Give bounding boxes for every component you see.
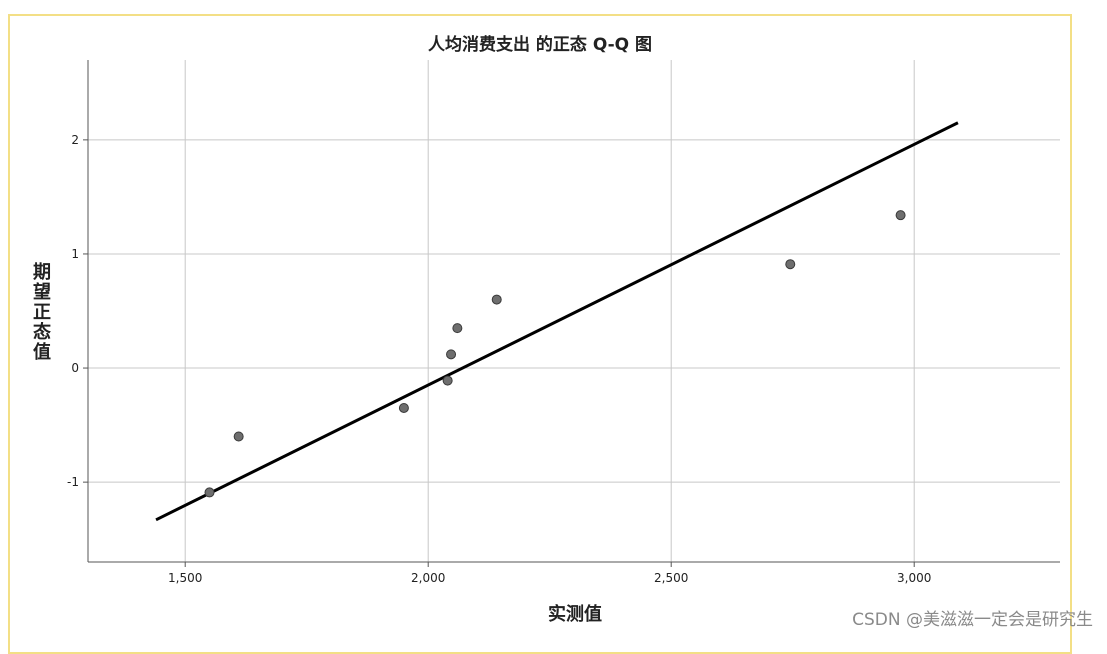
- data-point: [442, 375, 453, 386]
- x-axis-title: 实测值: [548, 603, 602, 625]
- y-tick-label: 1: [71, 247, 79, 261]
- axes: [83, 60, 1060, 567]
- reference-line: [155, 121, 959, 522]
- y-axis-title-char: 态: [33, 321, 51, 343]
- x-tick-label: 3,000: [897, 571, 931, 585]
- y-tick-label: -1: [67, 475, 79, 489]
- expected-normal-line: [155, 121, 959, 522]
- data-point: [452, 323, 463, 334]
- data-point: [204, 487, 215, 498]
- y-axis-title-char: 望: [33, 281, 51, 303]
- y-tick-label: 0: [71, 361, 79, 375]
- chart-title: 人均消费支出 的正态 Q-Q 图: [428, 34, 652, 55]
- data-point: [398, 402, 409, 413]
- tick-labels: 1,500 2,000 2,500 3,000 -1 0 1 2: [67, 133, 931, 585]
- y-axis-title-char: 正: [33, 302, 51, 323]
- data-point: [446, 349, 457, 360]
- x-tick-label: 1,500: [168, 571, 202, 585]
- y-tick-label: 2: [71, 133, 79, 147]
- x-tick-label: 2,000: [411, 571, 445, 585]
- data-point: [785, 259, 796, 270]
- data-point: [491, 294, 502, 305]
- watermark: CSDN @美滋滋一定会是研究生: [852, 610, 1093, 630]
- data-point: [233, 431, 244, 442]
- y-axis-title-char: 期: [33, 262, 51, 283]
- x-tick-label: 2,500: [654, 571, 688, 585]
- y-axis-title-char: 值: [33, 341, 51, 363]
- grid-lines: [88, 60, 1060, 562]
- qq-plot-chart: 人均消费支出 的正态 Q-Q 图 1,500 2,000 2,500 3,000 -1 0…: [33, 34, 1060, 625]
- data-points: [204, 210, 906, 498]
- data-point: [895, 210, 906, 221]
